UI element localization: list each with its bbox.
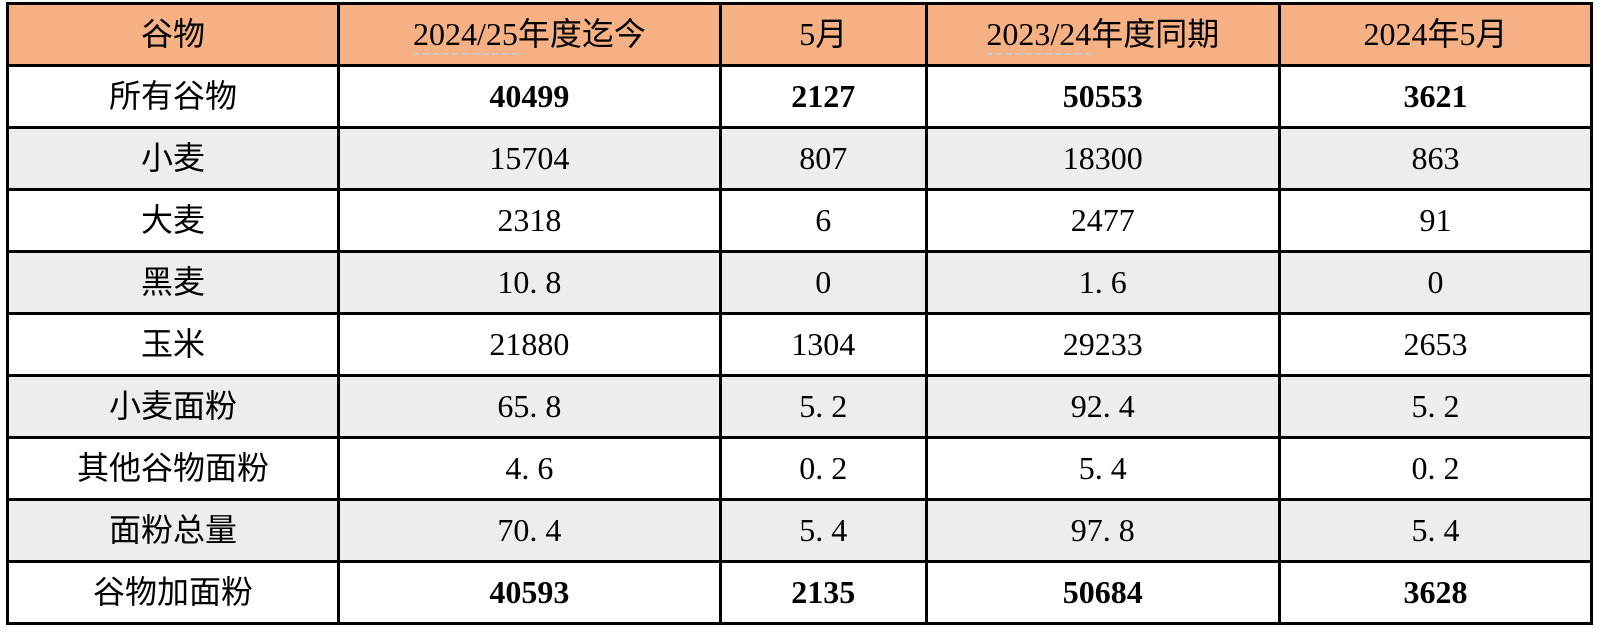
- row-label-cell: 谷物加面粉: [5, 560, 341, 625]
- value-cell: 97. 8: [924, 498, 1281, 563]
- table-row: 谷物加面粉 40593 2135 50684 3628: [5, 560, 1594, 625]
- value-cell: 91: [1277, 188, 1594, 253]
- value-cell: 3621: [1277, 64, 1594, 129]
- value-cell: 10. 8: [337, 250, 722, 315]
- value-cell: 0: [718, 250, 928, 315]
- value-cell: 5. 4: [718, 498, 928, 563]
- value-cell: 5. 2: [718, 374, 928, 439]
- table-row: 所有谷物 40499 2127 50553 3621: [5, 64, 1594, 129]
- header-cell-may-2024: 2024年5月: [1277, 2, 1594, 67]
- table-body: 所有谷物 40499 2127 50553 3621 小麦 15704 807 18300 863…: [5, 64, 1594, 625]
- value-cell: 50553: [924, 64, 1281, 129]
- row-label-cell: 黑麦: [5, 250, 341, 315]
- value-cell: 29233: [924, 312, 1281, 377]
- header-cell-ytd-2024-25: 2024/25年度迄今: [337, 2, 722, 67]
- value-cell: 50684: [924, 560, 1281, 625]
- value-cell: 6: [718, 188, 928, 253]
- value-cell: 807: [718, 126, 928, 191]
- value-cell: 2135: [718, 560, 928, 625]
- value-cell: 70. 4: [337, 498, 722, 563]
- header-year-fraction-underlined: 2024/25: [412, 15, 518, 55]
- value-cell: 5. 4: [1277, 498, 1594, 563]
- row-label-cell: 其他谷物面粉: [5, 436, 341, 501]
- table-row: 小麦面粉 65. 8 5. 2 92. 4 5. 2: [5, 374, 1594, 439]
- table-row: 面粉总量 70. 4 5. 4 97. 8 5. 4: [5, 498, 1594, 563]
- value-cell: 5. 2: [1277, 374, 1594, 439]
- value-cell: 2127: [718, 64, 928, 129]
- header-year-fraction-underlined: 2023/24: [986, 15, 1092, 55]
- row-label-cell: 玉米: [5, 312, 341, 377]
- value-cell: 2318: [337, 188, 722, 253]
- row-label-cell: 小麦面粉: [5, 374, 341, 439]
- table-row: 其他谷物面粉 4. 6 0. 2 5. 4 0. 2: [5, 436, 1594, 501]
- value-cell: 2477: [924, 188, 1281, 253]
- header-year-suffix: 年度迄今: [517, 15, 646, 52]
- value-cell: 15704: [337, 126, 722, 191]
- value-cell: 4. 6: [337, 436, 722, 501]
- value-cell: 863: [1277, 126, 1594, 191]
- row-label-cell: 面粉总量: [5, 498, 341, 563]
- header-cell-may: 5月: [718, 2, 928, 67]
- header-cell-grain: 谷物: [5, 2, 341, 67]
- row-label-cell: 大麦: [5, 188, 341, 253]
- value-cell: 21880: [337, 312, 722, 377]
- value-cell: 0: [1277, 250, 1594, 315]
- table-row: 玉米 21880 1304 29233 2653: [5, 312, 1594, 377]
- value-cell: 1304: [718, 312, 928, 377]
- value-cell: 0. 2: [1277, 436, 1594, 501]
- header-year-suffix: 年度同期: [1091, 15, 1220, 52]
- value-cell: 18300: [924, 126, 1281, 191]
- grain-data-table: 谷物 2024/25年度迄今 5月 2023/24年度同期 2024年5月 所有…: [5, 2, 1594, 625]
- value-cell: 3628: [1277, 560, 1594, 625]
- value-cell: 40593: [337, 560, 722, 625]
- header-cell-prev-period-2023-24: 2023/24年度同期: [924, 2, 1281, 67]
- value-cell: 5. 4: [924, 436, 1281, 501]
- value-cell: 65. 8: [337, 374, 722, 439]
- value-cell: 0. 2: [718, 436, 928, 501]
- header-row: 谷物 2024/25年度迄今 5月 2023/24年度同期 2024年5月: [5, 2, 1594, 67]
- table-row: 小麦 15704 807 18300 863: [5, 126, 1594, 191]
- row-label-cell: 所有谷物: [5, 64, 341, 129]
- value-cell: 1. 6: [924, 250, 1281, 315]
- row-label-cell: 小麦: [5, 126, 341, 191]
- value-cell: 40499: [337, 64, 722, 129]
- value-cell: 2653: [1277, 312, 1594, 377]
- table-row: 大麦 2318 6 2477 91: [5, 188, 1594, 253]
- value-cell: 92. 4: [924, 374, 1281, 439]
